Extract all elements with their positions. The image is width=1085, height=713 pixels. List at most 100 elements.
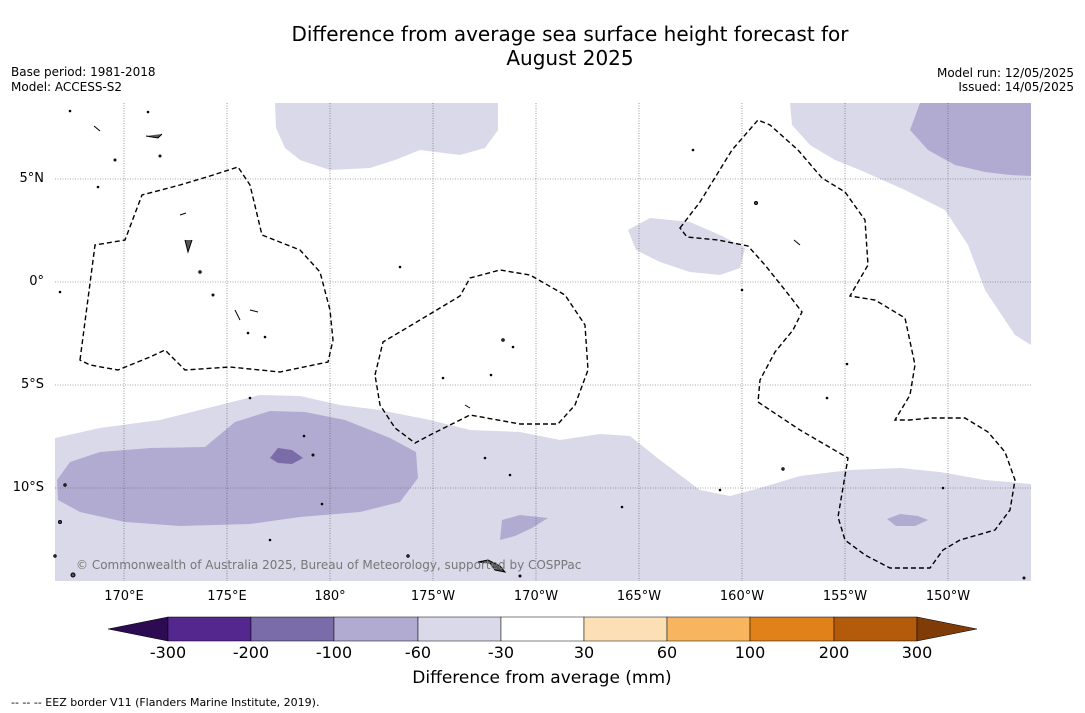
island — [320, 502, 324, 506]
island — [234, 309, 241, 321]
island — [620, 505, 624, 509]
colorbar-bin — [833, 616, 918, 642]
island — [518, 574, 522, 578]
island — [825, 396, 829, 400]
island — [158, 154, 162, 158]
island — [1022, 576, 1026, 580]
anomaly-region-patch-east — [887, 514, 928, 526]
colorbar-bin — [250, 616, 335, 642]
island — [248, 396, 252, 400]
colorbar-tick-label: 60 — [656, 643, 678, 662]
graticule — [55, 103, 1031, 581]
colorbar-tick-label: 200 — [818, 643, 850, 662]
island — [311, 453, 315, 457]
lon-label-175e: 175°E — [207, 589, 247, 604]
colorbar — [107, 616, 978, 642]
island — [508, 473, 512, 477]
lon-label-180: 180° — [314, 589, 346, 604]
anomaly-shading — [55, 103, 1031, 581]
colorbar-tick-label: 300 — [901, 643, 933, 662]
island — [941, 486, 945, 490]
colorbar-bin — [666, 616, 751, 642]
island — [145, 133, 163, 139]
colorbar-bin — [583, 616, 668, 642]
island — [96, 185, 100, 189]
island — [268, 538, 272, 542]
anomaly-region-central-patch — [628, 218, 745, 275]
anomaly-region-dark-spot — [270, 448, 303, 464]
island — [184, 239, 193, 254]
colorbar-tick-label: -60 — [404, 643, 432, 662]
island — [754, 201, 758, 205]
lat-label-10s: 10°S — [12, 480, 44, 495]
island — [793, 239, 801, 246]
island — [179, 212, 187, 216]
island — [58, 290, 62, 294]
island — [501, 338, 505, 342]
map-title: Difference from average sea surface heig… — [170, 22, 970, 70]
islands — [53, 109, 1026, 580]
lon-label-165w: 165°W — [616, 589, 662, 604]
lat-label-0: 0° — [29, 274, 44, 289]
copyright-notice: © Commonwealth of Australia 2025, Bureau… — [76, 558, 582, 572]
base-info: Base period: 1981-2018 Model: ACCESS-S2 — [11, 65, 156, 95]
island — [718, 488, 722, 492]
island — [53, 554, 57, 558]
island — [58, 520, 62, 524]
base-period-text: Base period: 1981-2018 — [11, 65, 156, 79]
lon-label-170w: 170°W — [513, 589, 559, 604]
island — [93, 125, 101, 132]
eez-footnote: -- -- -- EEZ border V11 (Flanders Marine… — [11, 696, 320, 709]
island — [781, 467, 785, 471]
island — [845, 362, 849, 366]
island — [406, 554, 410, 558]
lon-label-170e: 170°E — [104, 589, 144, 604]
island — [113, 158, 117, 162]
colorbar-bin — [749, 616, 835, 642]
island — [68, 109, 72, 113]
title-line-2: August 2025 — [506, 46, 634, 70]
island — [489, 373, 493, 377]
island — [246, 331, 250, 335]
anomaly-region-northeast-core — [910, 103, 1031, 176]
island — [198, 270, 202, 274]
colorbar-tick-label: -100 — [315, 643, 353, 662]
lon-label-155w: 155°W — [822, 589, 868, 604]
colorbar-tick-label: 30 — [573, 643, 595, 662]
anomaly-region-north — [275, 103, 498, 170]
island — [511, 345, 515, 349]
colorbar-tick-label: -300 — [149, 643, 187, 662]
island — [464, 404, 471, 409]
lon-label-175w: 175°W — [410, 589, 456, 604]
colorbar-high-extension — [916, 616, 978, 642]
island — [263, 335, 267, 339]
title-line-1: Difference from average sea surface heig… — [291, 22, 849, 46]
lat-label-5n: 5°N — [19, 171, 45, 186]
island — [70, 572, 76, 578]
model-text: Model: ACCESS-S2 — [11, 80, 123, 94]
island — [63, 483, 67, 487]
colorbar-bin — [417, 616, 502, 642]
island — [211, 293, 215, 297]
colorbar-bin — [333, 616, 419, 642]
eez-borders — [79, 119, 1016, 569]
colorbar-low-extension — [107, 616, 169, 642]
island — [483, 456, 487, 460]
eez-border-east — [679, 119, 1016, 569]
lon-label-160w: 160°W — [719, 589, 765, 604]
island — [441, 376, 445, 380]
model-run-text: Model run: 12/05/2025 — [936, 66, 1074, 80]
island — [302, 434, 306, 438]
run-info: Model run: 12/05/2025 Issued: 14/05/2025 — [937, 66, 1074, 94]
anomaly-region-south-core — [57, 411, 418, 526]
eez-border-west — [79, 166, 334, 373]
colorbar-title: Difference from average (mm) — [412, 668, 672, 688]
island — [249, 309, 259, 313]
island — [477, 559, 507, 573]
island — [398, 265, 402, 269]
island — [691, 148, 695, 152]
colorbar-tick-label: 100 — [734, 643, 766, 662]
lat-label-5s: 5°S — [20, 377, 44, 392]
colorbar-tick-label: -30 — [487, 643, 515, 662]
